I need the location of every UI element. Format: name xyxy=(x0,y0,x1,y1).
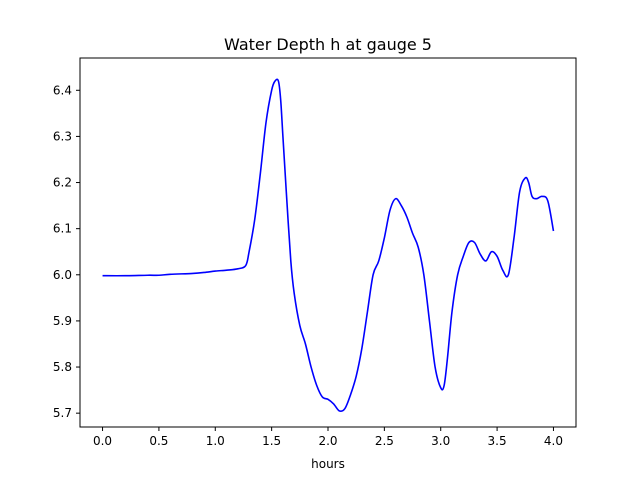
x-tick-label: 2.0 xyxy=(318,434,337,448)
y-tick-label: 6.4 xyxy=(53,83,72,97)
chart-title: Water Depth h at gauge 5 xyxy=(224,35,432,54)
x-tick-label: 3.0 xyxy=(431,434,450,448)
x-tick-label: 0.5 xyxy=(149,434,168,448)
x-tick-label: 2.5 xyxy=(375,434,394,448)
x-axis: 0.0 0.5 1.0 1.5 2.0 2.5 3.0 3.5 4.0 xyxy=(93,427,563,448)
y-tick-label: 5.7 xyxy=(53,406,72,420)
y-tick-label: 6.1 xyxy=(53,222,72,236)
x-tick-label: 1.5 xyxy=(262,434,281,448)
axes-frame xyxy=(79,57,577,428)
x-tick-label: 1.0 xyxy=(206,434,225,448)
series-layer xyxy=(102,78,555,412)
y-tick-label: 6.2 xyxy=(53,176,72,190)
y-tick-label: 6.0 xyxy=(53,268,72,282)
y-tick-label: 6.3 xyxy=(53,129,72,143)
x-tick-label: 3.5 xyxy=(488,434,507,448)
plot-area xyxy=(79,57,577,428)
y-axis: 5.7 5.8 5.9 6.0 6.1 6.2 6.3 6.4 xyxy=(53,83,80,420)
y-tick-label: 5.9 xyxy=(53,314,72,328)
x-axis-label: hours xyxy=(311,457,345,471)
y-tick-label: 5.8 xyxy=(53,360,72,374)
series-line xyxy=(102,78,555,412)
x-tick-label: 4.0 xyxy=(544,434,563,448)
x-tick-label: 0.0 xyxy=(93,434,112,448)
